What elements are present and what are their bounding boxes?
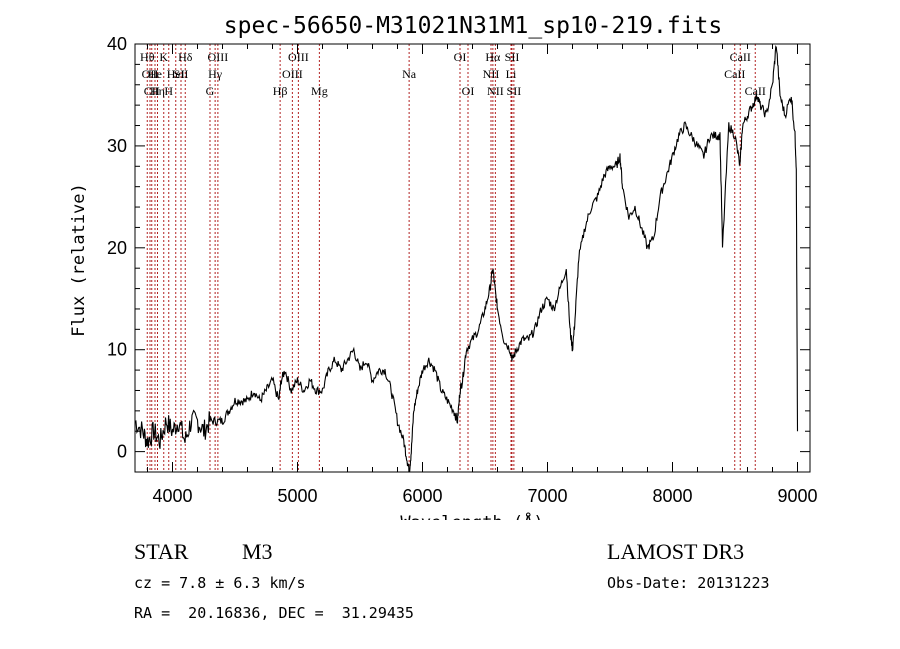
- y-tick-label: 40: [107, 34, 127, 54]
- object-subclass: M3: [242, 539, 273, 564]
- spectral-line-label: Li: [506, 67, 517, 81]
- line-labels: HθOIICIIHeHηKHHeISIIHδGHγOIIIHβOIIIOIIIM…: [140, 50, 766, 98]
- x-tick-label: 8000: [652, 486, 692, 506]
- y-axis: 0 10 20 30 40: [107, 34, 810, 462]
- spectral-line-label: OII: [142, 67, 159, 81]
- spectral-line-label: Hβ: [273, 84, 288, 98]
- y-axis-label: Flux (relative): [69, 183, 89, 337]
- spectral-line-label: CII: [144, 84, 160, 98]
- spectral-line-label: Hθ: [140, 50, 155, 64]
- spectral-line-label: SII: [507, 84, 522, 98]
- x-axis-label: Wavelength (Å): [400, 511, 543, 520]
- spectral-line-label: OIII: [282, 67, 303, 81]
- redshift-readout: cz = 7.8 ± 6.3 km/s: [134, 574, 306, 592]
- coordinates-readout: RA = 20.16836, DEC = 31.29435: [134, 604, 414, 622]
- spectrum-line: [134, 45, 799, 473]
- x-tick-label: 7000: [527, 486, 567, 506]
- y-tick-label: 30: [107, 136, 127, 156]
- spectral-line-label: CaII: [745, 84, 766, 98]
- spectral-line-label: Mg: [311, 84, 328, 98]
- x-tick-label: 9000: [777, 486, 817, 506]
- spectral-line-label: HeI: [167, 67, 185, 81]
- spectral-line-label: OI: [454, 50, 467, 64]
- x-axis: 4000 5000 6000 7000 8000 9000: [147, 44, 818, 506]
- spectrum-chart: spec-56650-M31021N31M1_sp10-219.fits Hθ O…: [69, 13, 818, 520]
- spectral-line-label: Hη: [150, 84, 165, 98]
- y-tick-label: 10: [107, 340, 127, 360]
- spectral-line-label: NII: [483, 67, 500, 81]
- spectral-line-label: OI: [462, 84, 475, 98]
- spectral-line-label: Hδ: [178, 50, 193, 64]
- plot-frame: [134, 43, 811, 473]
- spectral-line-label: He: [148, 67, 162, 81]
- spectral-line-label: Hγ: [208, 67, 223, 81]
- spectral-line-label: CaII: [730, 50, 751, 64]
- observation-date: Obs-Date: 20131223: [607, 574, 770, 592]
- y-tick-label: 0: [117, 442, 127, 462]
- line-markers: [146, 44, 756, 472]
- spectral-line-label: CaII: [724, 67, 745, 81]
- spectral-line-label: NII: [487, 84, 504, 98]
- spectral-line-label: H: [164, 84, 173, 98]
- spectral-line-label: SII: [505, 50, 520, 64]
- x-tick-label: 4000: [152, 486, 192, 506]
- x-tick-label: 5000: [277, 486, 317, 506]
- y-tick-label: 20: [107, 238, 127, 258]
- spectral-line-label: OIII: [208, 50, 229, 64]
- spectral-line-label: K: [159, 50, 168, 64]
- spectral-line-label: OIII: [288, 50, 309, 64]
- spectral-line-label: Na: [402, 67, 417, 81]
- chart-title: spec-56650-M31021N31M1_sp10-219.fits: [224, 13, 723, 39]
- spectral-line-label: G: [206, 84, 215, 98]
- x-tick-label: 6000: [402, 486, 442, 506]
- object-class: STAR: [134, 539, 189, 564]
- spectral-line-label: SII: [174, 67, 189, 81]
- survey-name: LAMOST DR3: [607, 539, 745, 564]
- spectral-line-label: Hα: [485, 50, 501, 64]
